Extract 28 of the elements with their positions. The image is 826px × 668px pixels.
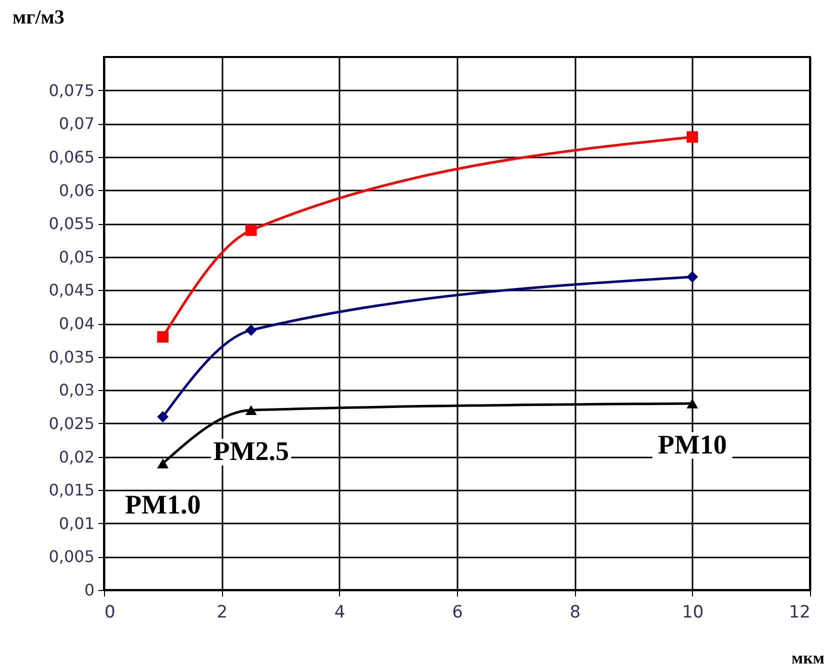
y-axis-title: мг/м3 <box>12 6 64 28</box>
y-tick-label: 0,025 <box>48 414 94 433</box>
x-axis-title: мкм <box>792 648 825 668</box>
y-tick-label: 0,03 <box>58 380 94 400</box>
annotation: PM1.0 <box>124 489 201 520</box>
x-tick-label: 8 <box>570 602 581 622</box>
y-tick-label: 0,075 <box>48 80 94 100</box>
y-tick-label: 0,045 <box>48 280 94 300</box>
y-tick-label: 0,04 <box>58 314 94 333</box>
x-tick-label: 0 <box>104 602 116 622</box>
x-tick-label: 10 <box>682 602 704 622</box>
y-tick-label: 0,02 <box>58 447 94 466</box>
annotation: PM2.5 <box>213 436 289 466</box>
y-tick-label: 0,01 <box>58 514 94 533</box>
annotation: PM10 <box>658 429 727 460</box>
x-tick-label: 12 <box>788 602 810 622</box>
y-tick-label: 0,055 <box>48 214 94 234</box>
y-tick-label: 0,06 <box>58 180 94 200</box>
y-tick-label: 0,005 <box>48 547 94 566</box>
x-tick-label: 6 <box>452 602 463 622</box>
y-tick-label: 0,065 <box>48 147 94 166</box>
y-tick-label: 0 <box>84 580 94 600</box>
y-tick-label: 0,035 <box>48 347 94 366</box>
y-tick-label: 0,015 <box>48 480 94 500</box>
x-tick-label: 4 <box>334 602 346 622</box>
x-tick-label: 2 <box>216 602 228 622</box>
y-tick-label: 0,07 <box>58 114 94 134</box>
y-tick-label: 0,05 <box>58 247 94 266</box>
